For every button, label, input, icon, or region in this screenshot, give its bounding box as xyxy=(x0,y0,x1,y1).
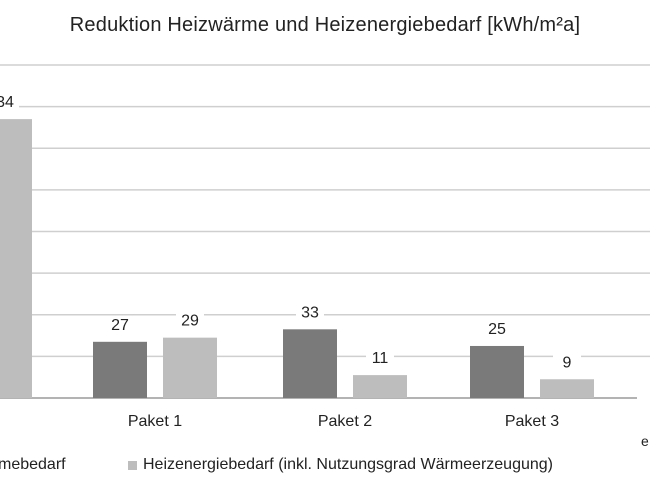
value-label-bg xyxy=(0,94,19,113)
bar-paket-2-series-1 xyxy=(283,329,337,398)
legend-label-heizwaermebedarf: mebedarf xyxy=(0,456,66,473)
value-label: 11 xyxy=(372,350,389,367)
footnote-fragment: e xyxy=(641,433,649,449)
bar-paket-1-series-1 xyxy=(93,341,147,398)
value-label: 25 xyxy=(488,321,506,338)
value-label-bg xyxy=(176,312,204,331)
value-label: 33 xyxy=(301,304,319,321)
legend-swatch-heizenergiebedarf xyxy=(128,460,137,470)
bar-paket-3-series-2 xyxy=(540,379,594,398)
legend-item-heizwaermebedarf: mebedarf xyxy=(0,456,66,474)
category-label: Paket 1 xyxy=(128,413,182,430)
bar-paket-2-series-2 xyxy=(353,375,407,398)
value-label: 9 xyxy=(563,354,572,371)
bar-paket-1-series-2 xyxy=(163,337,217,398)
category-label: Paket 2 xyxy=(318,413,372,430)
value-label-bg xyxy=(553,354,581,373)
value-label-bg xyxy=(366,350,394,369)
legend-item-heizenergiebedarf: Heizenergiebedarf (inkl. Nutzungsgrad Wä… xyxy=(128,456,553,474)
value-label: 29 xyxy=(181,313,199,330)
legend: mebedarf Heizenergiebedarf (inkl. Nutzun… xyxy=(0,456,650,480)
value-label-bg xyxy=(296,304,324,323)
value-label: 27 xyxy=(111,317,129,334)
value-label: 34 xyxy=(0,94,14,111)
chart-title: Reduktion Heizwärme und Heizenergiebedar… xyxy=(69,14,581,36)
category-label: Paket 3 xyxy=(505,413,559,430)
value-label-bg xyxy=(106,316,134,335)
value-label-bg xyxy=(483,320,511,339)
bar-paket-3-series-1 xyxy=(470,345,524,398)
bar-bestand-series-2 xyxy=(0,119,32,399)
legend-label-heizenergiebedarf: Heizenergiebedarf (inkl. Nutzungsgrad Wä… xyxy=(143,456,553,473)
